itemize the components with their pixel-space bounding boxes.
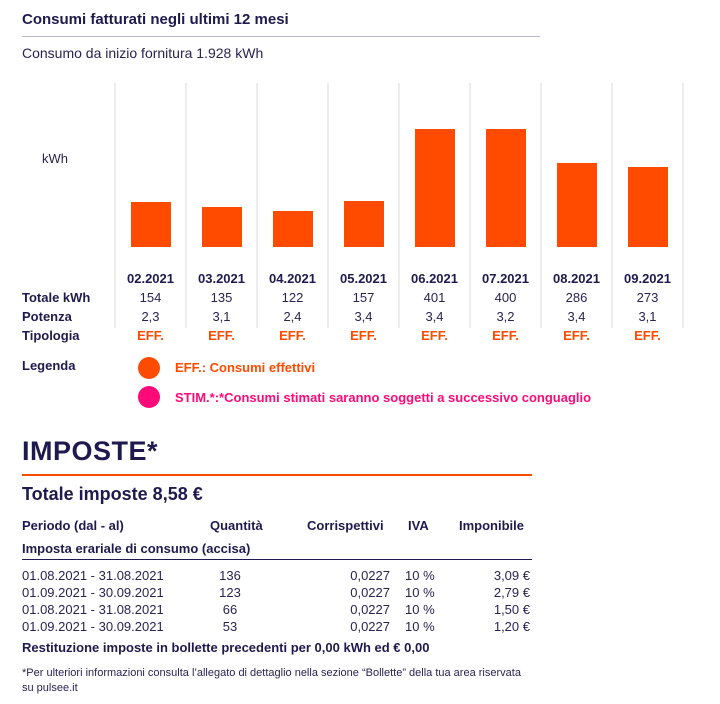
totale-kwh-value: 135 xyxy=(210,290,233,305)
totale-kwh-value: 154 xyxy=(139,290,162,305)
tipologia-value: EFF. xyxy=(208,328,235,343)
column-separator xyxy=(469,83,471,328)
imposte-divider xyxy=(22,474,532,476)
totale-kwh-value: 401 xyxy=(423,290,446,305)
tax-cell-corrispettivi: 0,0227 xyxy=(350,602,390,617)
tax-cell-quantita: 136 xyxy=(219,568,241,583)
potenza-value: 3,1 xyxy=(638,309,657,324)
bar-02.2021 xyxy=(130,202,171,247)
footnote: *Per ulteriori informazioni consulta l’a… xyxy=(22,667,521,694)
tax-cell-periodo: 01.08.2021 - 31.08.2021 xyxy=(22,602,164,617)
unit-label: kWh xyxy=(42,151,68,166)
tipologia-value: EFF. xyxy=(634,328,661,343)
header-quantita: Quantità xyxy=(210,518,263,533)
potenza-value: 2,4 xyxy=(283,309,302,324)
tax-cell-iva: 10 % xyxy=(405,568,435,583)
section-divider xyxy=(22,559,532,560)
tax-cell-iva: 10 % xyxy=(405,585,435,600)
tax-cell-quantita: 66 xyxy=(222,602,238,617)
bar-04.2021 xyxy=(272,211,313,247)
column-separator xyxy=(398,83,400,328)
consumi-title: Consumi fatturati negli ultimi 12 mesi xyxy=(22,11,289,28)
bar-08.2021 xyxy=(556,163,597,247)
tax-cell-imponibile: 2,79 € xyxy=(493,585,530,600)
consumi-subtitle: Consumo da inizio fornitura 1.928 kWh xyxy=(22,45,264,61)
month-label: 05.2021 xyxy=(340,271,387,286)
month-label: 09.2021 xyxy=(624,271,671,286)
tax-cell-periodo: 01.09.2021 - 30.09.2021 xyxy=(22,619,164,634)
column-separator xyxy=(185,83,187,328)
tax-cell-periodo: 01.09.2021 - 30.09.2021 xyxy=(22,585,164,600)
legend-title: Legenda xyxy=(22,358,76,373)
potenza-value: 2,3 xyxy=(141,309,160,324)
tipologia-value: EFF. xyxy=(137,328,164,343)
bar-06.2021 xyxy=(414,129,455,247)
tipologia-value: EFF. xyxy=(279,328,306,343)
restituzione-text: Restituzione imposte in bollette precede… xyxy=(22,640,430,655)
totale-kwh-value: 157 xyxy=(352,290,375,305)
potenza-value: 3,2 xyxy=(496,309,515,324)
tax-cell-quantita: 53 xyxy=(222,619,238,634)
month-label: 08.2021 xyxy=(553,271,600,286)
tax-cell-periodo: 01.08.2021 - 31.08.2021 xyxy=(22,568,164,583)
bar-03.2021 xyxy=(201,207,242,247)
tipologia-value: EFF. xyxy=(350,328,377,343)
month-label: 06.2021 xyxy=(411,271,458,286)
column-separator xyxy=(611,83,613,328)
tax-cell-imponibile: 1,50 € xyxy=(493,602,530,617)
potenza-value: 3,4 xyxy=(425,309,444,324)
column-separator xyxy=(114,83,116,328)
column-separator xyxy=(682,83,684,328)
tax-cell-imponibile: 3,09 € xyxy=(493,568,530,583)
legend-label-stimati: STIM.*:*Consumi stimati saranno soggetti… xyxy=(175,390,592,405)
month-label: 03.2021 xyxy=(198,271,245,286)
legend-dot-stimati xyxy=(138,386,160,408)
totale-kwh-value: 286 xyxy=(565,290,588,305)
bar-07.2021 xyxy=(485,129,526,247)
tax-cell-quantita: 123 xyxy=(219,585,241,600)
tipologia-value: EFF. xyxy=(563,328,590,343)
tax-cell-corrispettivi: 0,0227 xyxy=(350,568,390,583)
month-label: 02.2021 xyxy=(127,271,174,286)
tipologia-value: EFF. xyxy=(492,328,519,343)
totale-kwh-value: 273 xyxy=(636,290,659,305)
month-label: 07.2021 xyxy=(482,271,529,286)
totale-imposte: Totale imposte 8,58 € xyxy=(22,484,203,504)
header-corrispettivi: Corrispettivi xyxy=(307,518,384,533)
column-separator xyxy=(256,83,258,328)
legend-dot-effettivi xyxy=(138,357,160,379)
bar-05.2021 xyxy=(343,201,384,247)
legend-label-effettivi: EFF.: Consumi effettivi xyxy=(175,360,316,375)
tax-cell-iva: 10 % xyxy=(405,619,435,634)
column-separator xyxy=(540,83,542,328)
row-label-tipologia: Tipologia xyxy=(22,328,80,343)
title-divider xyxy=(22,36,540,37)
row-label-totale: Totale kWh xyxy=(22,290,91,305)
tax-cell-corrispettivi: 0,0227 xyxy=(350,585,390,600)
row-label-potenza: Potenza xyxy=(22,309,72,324)
totale-kwh-value: 400 xyxy=(494,290,517,305)
bar-09.2021 xyxy=(627,167,668,247)
tipologia-value: EFF. xyxy=(421,328,448,343)
section-accisa: Imposta erariale di consumo (accisa) xyxy=(22,541,251,556)
potenza-value: 3,4 xyxy=(567,309,586,324)
month-label: 04.2021 xyxy=(269,271,316,286)
totale-kwh-value: 122 xyxy=(281,290,304,305)
potenza-value: 3,4 xyxy=(354,309,373,324)
header-imponibile: Imponibile xyxy=(459,518,524,533)
tax-cell-corrispettivi: 0,0227 xyxy=(350,619,390,634)
tax-cell-imponibile: 1,20 € xyxy=(493,619,530,634)
column-separator xyxy=(327,83,329,328)
potenza-value: 3,1 xyxy=(212,309,231,324)
header-iva: IVA xyxy=(408,518,429,533)
imposte-title: IMPOSTE* xyxy=(22,436,159,466)
tax-cell-iva: 10 % xyxy=(405,602,435,617)
header-periodo: Periodo (dal - al) xyxy=(22,518,124,533)
